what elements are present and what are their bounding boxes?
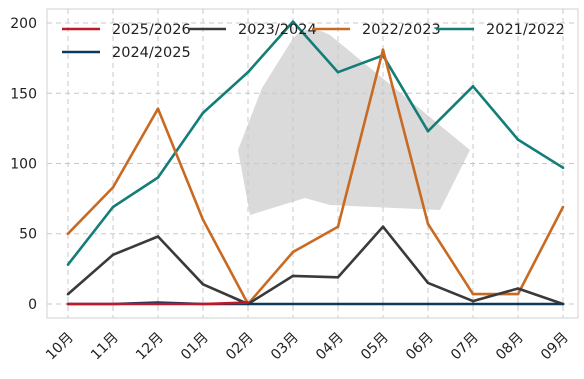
data-point [111,253,115,257]
data-point [291,302,295,306]
data-point [381,48,385,52]
watermark-logo [238,29,470,216]
data-point [381,225,385,229]
y-tick-label: 100 [10,157,37,173]
x-tick-label: 04月 [313,330,347,364]
data-point [291,274,295,278]
data-point [471,299,475,303]
y-axis: 0 50 100 150 200 [10,16,37,313]
data-point [111,205,115,209]
plot-frame [46,8,579,319]
data-point [246,70,250,74]
y-tick-label: 200 [10,16,37,32]
y-tick-label: 0 [28,297,37,313]
data-point [471,302,475,306]
y-tick-label: 50 [19,227,37,243]
legend: 2025/2026 2023/2024 2022/2023 2021/2022 2024… [62,22,565,61]
data-point [156,176,160,179]
data-point [516,138,520,141]
data-point [201,282,205,286]
series-line [66,20,564,266]
data-point [291,250,295,254]
data-point [426,129,430,133]
data-point [426,222,430,226]
x-tick-label: 01月 [178,330,212,364]
data-point [201,302,205,306]
x-axis: 10月 11月 12月 01月 02月 03月 04月 05月 06月 07月 08月 09月 [43,330,572,364]
data-point [156,107,160,111]
grid [47,9,578,318]
x-tick-label: 03月 [268,330,302,364]
data-point [291,20,295,23]
legend-label: 2022/2023 [362,22,441,38]
data-point [381,302,385,306]
data-point [66,263,70,266]
data-point [66,232,70,236]
data-point [156,235,160,238]
data-point [111,302,115,306]
data-point [561,205,565,209]
data-point [561,302,565,306]
data-point [336,302,340,306]
data-point [336,225,340,229]
x-tick-label: 07月 [448,330,482,364]
data-point [426,302,430,306]
legend-label: 2023/2024 [238,22,317,38]
x-tick-label: 08月 [493,330,527,364]
data-point [336,70,340,74]
x-tick-label: 05月 [358,330,392,364]
data-point [426,281,430,285]
x-tick-label: 09月 [538,330,572,364]
x-tick-label: 06月 [403,330,437,364]
data-point [516,302,520,306]
data-point [246,301,250,304]
data-point [156,302,160,306]
x-tick-label: 02月 [223,330,257,364]
legend-label: 2025/2026 [112,22,191,38]
data-point [516,292,520,296]
data-point [111,186,115,189]
data-point [336,275,340,279]
series-line [67,48,565,306]
data-point [561,166,565,170]
x-tick-label: 11月 [88,330,122,364]
data-point [66,302,70,306]
data-point [471,84,475,88]
data-point [471,292,475,296]
data-point [516,287,520,290]
x-tick-label: 10月 [43,330,77,364]
legend-label: 2021/2022 [486,22,565,38]
data-point [66,292,70,296]
data-point [201,218,205,221]
x-tick-label: 12月 [133,330,167,364]
legend-label: 2024/2025 [112,45,191,61]
y-tick-label: 150 [10,86,37,102]
series-lines [66,20,565,306]
series-line [67,225,564,306]
data-point [201,111,205,115]
